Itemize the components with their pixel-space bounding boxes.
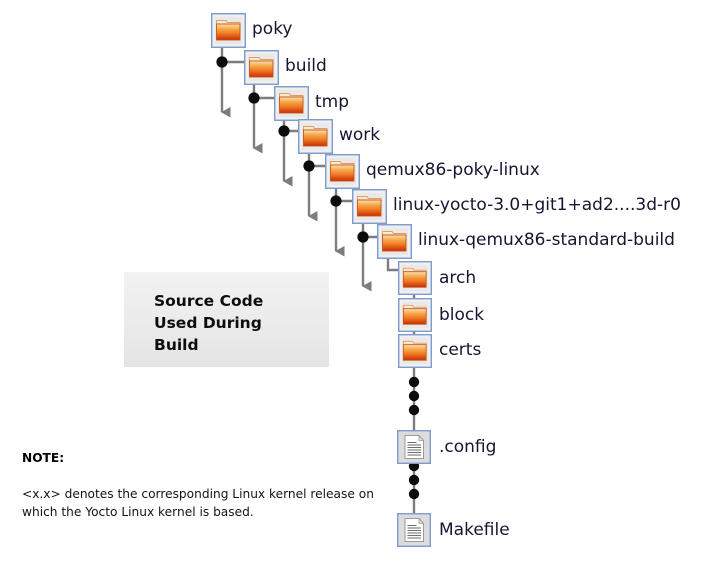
folder-icon: [298, 119, 333, 154]
folder-icon: [398, 261, 432, 295]
folder-icon: [274, 86, 309, 121]
node-label-block: block: [439, 305, 485, 325]
document-icon: [397, 430, 431, 464]
node-label-config: .config: [439, 437, 497, 457]
branch-dot: [330, 195, 342, 207]
note-body: <x.x> denotes the corresponding Linux ke…: [22, 487, 374, 519]
node-label-qemux86-poky-linux: qemux86-poky-linux: [366, 160, 540, 180]
folder-icon: [398, 298, 432, 332]
callout-box: Source Code Used During Build: [124, 272, 329, 367]
note-title: NOTE:: [22, 450, 65, 465]
callout-text: Source Code Used During Build: [154, 292, 264, 354]
note-block: NOTE: <x.x> denotes the corresponding Li…: [22, 432, 374, 521]
branch-dot: [357, 231, 369, 243]
folder-icon: [211, 13, 246, 48]
node-label-linux-yocto: linux-yocto-3.0+git1+ad2....3d-r0: [393, 195, 681, 215]
folder-icon: [377, 224, 412, 259]
branch-dot: [216, 56, 228, 68]
ellipsis-dots-lower: [408, 460, 420, 500]
node-label-arch: arch: [439, 268, 477, 288]
folder-icon: [352, 189, 387, 224]
node-label-linux-qemux86-standard-build: linux-qemux86-standard-build: [418, 230, 675, 250]
branch-dot: [248, 92, 260, 104]
node-label-poky: poky: [252, 19, 293, 39]
node-label-tmp: tmp: [315, 92, 350, 112]
node-label-work: work: [339, 125, 381, 145]
branch-dot: [303, 160, 315, 172]
folder-icon: [398, 334, 432, 368]
ellipsis-dots-upper: [408, 376, 420, 416]
branch-dot: [278, 125, 290, 137]
folder-icon: [325, 154, 360, 189]
node-label-makefile: Makefile: [439, 520, 510, 540]
node-label-certs: certs: [439, 340, 482, 360]
document-icon: [397, 513, 431, 547]
node-label-build: build: [285, 56, 327, 76]
folder-icon: [244, 50, 279, 85]
